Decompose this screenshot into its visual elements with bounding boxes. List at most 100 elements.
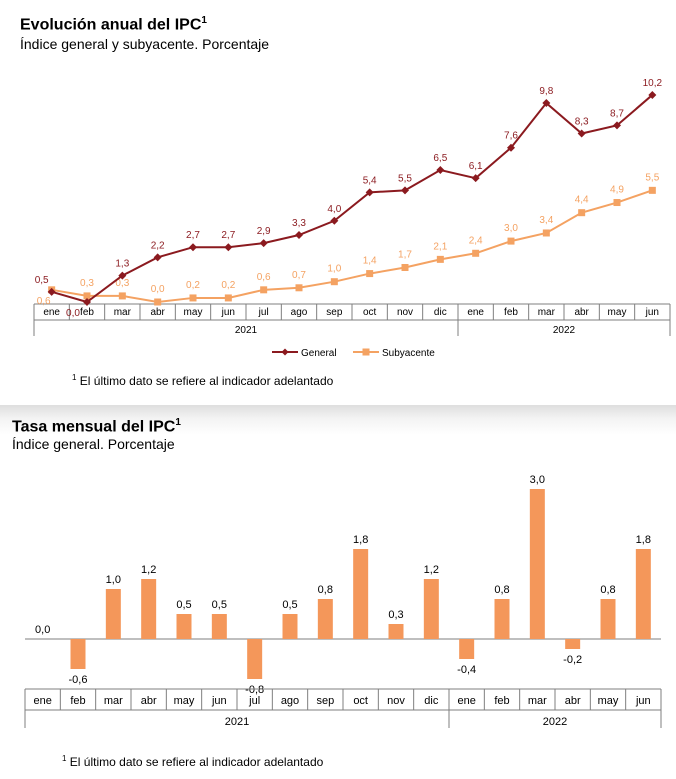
legend-subyacente-label: Subyacente — [382, 348, 435, 359]
x-tick-label: mar — [538, 307, 556, 318]
bar-data-label: 1,2 — [141, 564, 156, 576]
x-tick-label: oct — [363, 307, 377, 318]
general-point — [542, 99, 551, 108]
year-label: 2022 — [543, 716, 567, 728]
monthly-ipc-panel: Tasa mensual del IPC1 Índice general. Po… — [0, 405, 676, 779]
x-tick-label: may — [174, 695, 195, 707]
bar-data-label: 0,8 — [318, 584, 333, 596]
x-tick-label: dic — [434, 307, 447, 318]
annual-footnote: 1 El último dato se refiere al indicador… — [72, 373, 334, 388]
legend-subyacente-marker — [362, 348, 370, 356]
bar — [635, 549, 651, 639]
x-tick-label: abr — [565, 695, 581, 707]
subyacente-point — [472, 249, 480, 257]
monthly-bar-chart: 0,0 -0,6 1,0 1,2 0,5 0,5 -0,8 0,5 0,8 1,8 0,3 1,2 -0… — [24, 474, 662, 728]
year-label: 2021 — [235, 325, 258, 336]
subyacente-point — [648, 186, 656, 194]
subyacente-point — [401, 263, 409, 271]
subyacente-point — [542, 229, 550, 237]
general-point — [436, 166, 445, 175]
subyacente-point — [578, 209, 586, 217]
subyacente-data-label: 3,4 — [539, 215, 553, 226]
monthly-chart-title: Tasa mensual del IPC1 — [12, 417, 181, 436]
subyacente-data-label: 0,3 — [80, 278, 94, 289]
x-tick-label: mar — [104, 695, 123, 707]
x-tick-label: jun — [221, 307, 235, 318]
general-data-label: 8,3 — [575, 117, 589, 128]
x-tick-label: nov — [387, 695, 405, 707]
subyacente-series-line — [51, 189, 653, 304]
annual-ipc-panel: Evolución anual del IPC1 Índice general … — [20, 15, 671, 388]
subyacente-point — [118, 292, 126, 300]
annual-chart-subtitle: Índice general y subyacente. Porcentaje — [20, 36, 270, 52]
general-point — [577, 129, 586, 138]
general-data-label: 2,9 — [257, 226, 271, 237]
general-data-label: 7,6 — [504, 131, 518, 142]
bar — [423, 579, 439, 639]
annual-line-chart: 2021 2022 ene feb mar abr may jun jul ago sep oct no… — [33, 78, 671, 359]
bar-data-label: 0,8 — [494, 584, 509, 596]
x-tick-label: feb — [494, 695, 509, 707]
x-tick-label: mar — [528, 695, 547, 707]
x-tick-label: feb — [80, 307, 94, 318]
general-data-label: 2,2 — [151, 240, 165, 251]
subyacente-data-label: 0,0 — [151, 284, 165, 295]
subyacente-data-label: 0,6 — [37, 296, 51, 307]
x-tick-label: may — [608, 307, 627, 318]
general-series-line — [51, 94, 653, 304]
general-data-label: 5,5 — [398, 173, 412, 184]
x-tick-label: jul — [258, 307, 269, 318]
subyacente-point — [154, 298, 162, 306]
general-point — [648, 90, 657, 99]
bar — [459, 639, 475, 659]
bar — [494, 599, 510, 639]
subyacente-point — [507, 237, 515, 245]
subyacente-point — [189, 294, 197, 302]
subyacente-data-label: 0,3 — [115, 278, 129, 289]
general-data-label: 8,7 — [610, 108, 624, 119]
general-data-label: 4,0 — [327, 204, 341, 215]
general-point — [259, 239, 268, 248]
monthly-footnote: 1 El último dato se refiere al indicador… — [62, 754, 324, 769]
bar-data-label: 0,5 — [176, 599, 191, 611]
general-point — [365, 188, 374, 197]
subyacente-data-label: 0,2 — [221, 280, 235, 291]
bar-data-label: 1,2 — [424, 564, 439, 576]
x-tick-label: jun — [645, 307, 659, 318]
bar-data-label: 0,5 — [212, 599, 227, 611]
general-data-label: 6,5 — [433, 153, 447, 164]
bar — [211, 614, 227, 639]
bar — [388, 624, 404, 639]
x-tick-label: nov — [397, 307, 413, 318]
x-tick-label: jun — [635, 695, 651, 707]
legend-general-marker — [281, 348, 289, 356]
general-data-label: 3,3 — [292, 218, 306, 229]
bar-data-label: -0,4 — [457, 664, 476, 676]
subyacente-data-label: 3,0 — [504, 223, 518, 234]
subyacente-data-label: 1,0 — [327, 264, 341, 275]
bar-data-label: 3,0 — [530, 474, 545, 486]
general-data-label: 0,0 — [66, 308, 80, 319]
subyacente-point — [224, 294, 232, 302]
x-tick-label: abr — [150, 307, 165, 318]
x-tick-label: ene — [43, 307, 60, 318]
bar-data-label: -0,2 — [563, 654, 582, 666]
general-data-label: 2,7 — [221, 230, 235, 241]
general-point — [83, 298, 91, 306]
general-data-label: 9,8 — [539, 86, 553, 97]
bar — [565, 639, 581, 649]
subyacente-data-label: 5,5 — [645, 172, 659, 183]
x-tick-label: ago — [291, 307, 308, 318]
general-data-label: 5,4 — [363, 175, 377, 186]
monthly-chart-subtitle: Índice general. Porcentaje — [12, 436, 175, 452]
x-tick-label: may — [598, 695, 619, 707]
subyacente-data-label: 4,9 — [610, 185, 624, 196]
bar-data-label: 0,3 — [388, 609, 403, 621]
bar-data-label: 0,8 — [600, 584, 615, 596]
subyacente-point — [436, 255, 444, 263]
subyacente-point — [83, 292, 91, 300]
x-tick-label: sep — [316, 695, 334, 707]
general-point — [47, 287, 56, 296]
general-point — [224, 243, 233, 252]
x-tick-label: feb — [70, 695, 85, 707]
